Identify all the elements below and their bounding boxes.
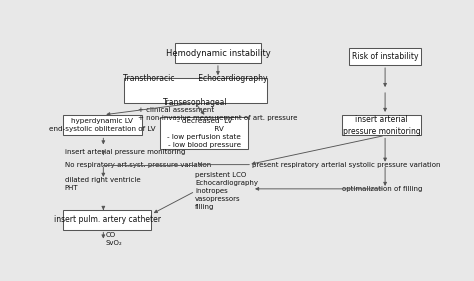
- FancyBboxPatch shape: [175, 44, 261, 63]
- Text: insert arterial
pressure monitoring: insert arterial pressure monitoring: [343, 115, 420, 135]
- FancyBboxPatch shape: [160, 117, 248, 149]
- Text: persistent LCO
Echocardiography
inotropes
vasopressors
filling: persistent LCO Echocardiography inotrope…: [195, 172, 258, 210]
- Text: present respiratory arterial systolic pressure variation: present respiratory arterial systolic pr…: [252, 162, 441, 168]
- FancyBboxPatch shape: [349, 48, 421, 65]
- Text: - decreased  LV
             RV
- low perfusion state
- low blood pressure: - decreased LV RV - low perfusion state …: [167, 118, 241, 148]
- FancyBboxPatch shape: [124, 78, 267, 103]
- Text: + clinical assessment
+ non-invasive measurement of art. pressure: + clinical assessment + non-invasive mea…: [138, 107, 298, 121]
- Text: dilated right ventricle
PHT: dilated right ventricle PHT: [65, 177, 140, 191]
- Text: hyperdynamic LV
end-systolic obliteration of LV: hyperdynamic LV end-systolic obliteratio…: [49, 118, 156, 132]
- Text: Transthoracic          Echocardiography

Transesophageal: Transthoracic Echocardiography Transesop…: [123, 74, 267, 107]
- FancyBboxPatch shape: [63, 210, 151, 230]
- Text: No respiratory art.syst. pressure variation: No respiratory art.syst. pressure variat…: [65, 162, 211, 168]
- FancyBboxPatch shape: [342, 115, 421, 135]
- Text: insert pulm. artery catheter: insert pulm. artery catheter: [54, 215, 161, 224]
- FancyBboxPatch shape: [63, 115, 142, 135]
- Text: CO
SvO₂: CO SvO₂: [105, 232, 122, 246]
- Text: optimalization of filling: optimalization of filling: [342, 186, 422, 192]
- Text: Hemodynamic instability: Hemodynamic instability: [166, 49, 271, 58]
- Text: insert arterial pressure monitoring: insert arterial pressure monitoring: [65, 149, 185, 155]
- Text: Risk of instability: Risk of instability: [352, 52, 419, 61]
